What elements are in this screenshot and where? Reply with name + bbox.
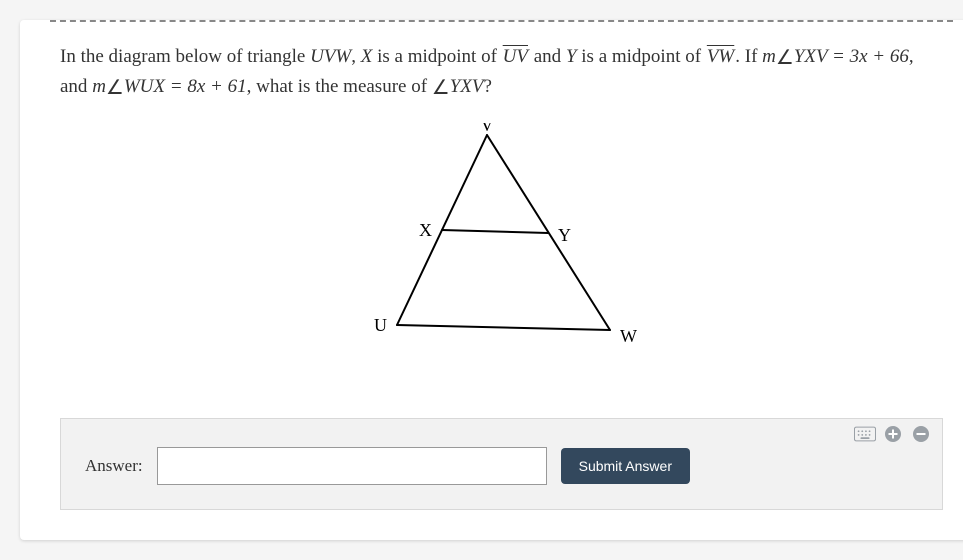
point-y: Y	[566, 46, 577, 67]
angle-symbol-1: ∠	[776, 48, 794, 68]
submit-button[interactable]: Submit Answer	[561, 448, 690, 484]
plus-icon[interactable]	[882, 425, 904, 443]
panel-tools	[854, 425, 932, 443]
text: . If	[735, 46, 762, 67]
angle-wux: WUX	[124, 76, 165, 97]
answer-label: Answer:	[85, 456, 143, 476]
text: and	[529, 46, 566, 67]
text: , what is the measure of	[247, 76, 432, 97]
svg-text:W: W	[620, 326, 637, 346]
segment-uv: UV	[502, 46, 529, 67]
eq1: = 3x + 66	[827, 46, 909, 67]
problem-card: In the diagram below of triangle UVW, X …	[20, 20, 963, 540]
answer-input[interactable]	[157, 447, 547, 485]
svg-text:U: U	[374, 315, 387, 335]
angle-yxv-1: YXV	[794, 46, 827, 67]
text: is a midpoint of	[577, 46, 706, 67]
svg-text:Y: Y	[558, 225, 571, 245]
keyboard-icon[interactable]	[854, 425, 876, 443]
triangle-diagram: V X Y U W	[352, 123, 652, 353]
text: In the diagram below of triangle	[60, 46, 310, 67]
segment-vw: VW	[706, 46, 735, 67]
text: is a midpoint of	[372, 46, 501, 67]
svg-text:V: V	[480, 123, 493, 135]
point-x: X	[361, 46, 373, 67]
minus-icon[interactable]	[910, 425, 932, 443]
problem-statement: In the diagram below of triangle UVW, X …	[60, 42, 943, 103]
text: ?	[484, 76, 492, 97]
measure-m2: m	[92, 76, 106, 97]
measure-m1: m	[762, 46, 776, 67]
text: ,	[351, 46, 361, 67]
eq2: = 8x + 61	[165, 76, 247, 97]
content-area: In the diagram below of triangle UVW, X …	[20, 22, 963, 418]
angle-yxv-2: YXV	[450, 76, 484, 97]
triangle-name: UVW	[310, 46, 351, 67]
angle-symbol-3: ∠	[432, 78, 450, 98]
diagram-container: V X Y U W	[60, 103, 943, 388]
angle-symbol-2: ∠	[106, 78, 124, 98]
svg-text:X: X	[419, 220, 432, 240]
answer-panel: Answer: Submit Answer	[60, 418, 943, 510]
answer-row: Answer: Submit Answer	[85, 447, 918, 485]
